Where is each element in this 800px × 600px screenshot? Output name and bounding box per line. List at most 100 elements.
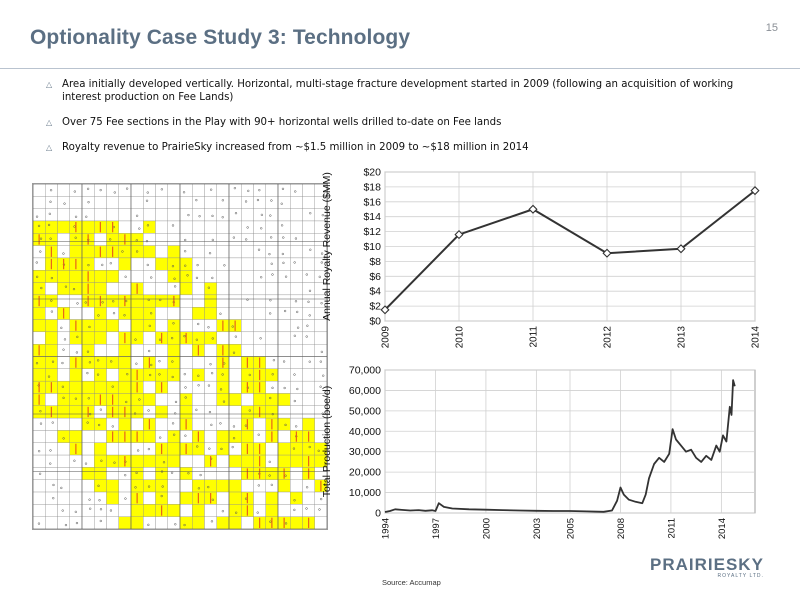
well-symbol (256, 511, 259, 514)
land-section (69, 331, 83, 345)
y-tick-label: $4 (369, 286, 381, 298)
land-section (277, 307, 291, 320)
land-section (57, 270, 70, 283)
land-section (130, 196, 144, 209)
land-section (290, 467, 303, 480)
well-symbol (60, 326, 63, 329)
land-section (253, 393, 266, 406)
well-symbol (61, 385, 65, 388)
land-section (241, 331, 254, 345)
land-section (228, 467, 242, 480)
well-symbol (86, 187, 90, 191)
land-section (69, 196, 83, 209)
x-tick-label: 2014 (717, 518, 728, 539)
well-symbol (173, 285, 177, 288)
land-section (241, 516, 254, 530)
land-section (192, 380, 205, 394)
well-symbol (86, 371, 89, 375)
land-section (94, 516, 107, 530)
land-section (130, 183, 144, 197)
land-section (57, 368, 70, 382)
well-symbol (39, 250, 42, 253)
land-section (81, 331, 95, 345)
land-section (118, 344, 132, 357)
land-section (143, 467, 156, 480)
land-section (69, 467, 83, 480)
well-symbol (322, 374, 325, 377)
land-section (94, 319, 107, 333)
well-symbol (184, 396, 187, 399)
well-symbol (87, 263, 90, 267)
land-section (45, 183, 58, 197)
land-section (290, 208, 303, 222)
well-symbol (109, 509, 113, 512)
land-section (45, 430, 58, 443)
land-section (45, 504, 58, 517)
land-section (143, 270, 156, 283)
land-section (302, 307, 315, 320)
land-section (57, 417, 70, 431)
land-section (302, 220, 315, 234)
well-symbol (135, 471, 138, 475)
well-symbol (197, 487, 201, 490)
land-section (265, 319, 279, 333)
well-symbol (170, 336, 174, 340)
land-section (241, 479, 254, 493)
land-section (130, 417, 144, 431)
land-section (290, 294, 303, 308)
land-section (167, 356, 181, 369)
land-section (118, 307, 132, 320)
land-section (216, 417, 230, 431)
well-symbol (248, 409, 251, 412)
land-section (69, 368, 83, 382)
y-tick-label: 40,000 (349, 426, 381, 438)
land-section (228, 245, 242, 259)
land-section (118, 516, 132, 530)
page-number: 15 (765, 22, 778, 34)
land-section (106, 467, 119, 480)
land-section (130, 307, 144, 320)
land-section (204, 294, 217, 308)
well-symbol (308, 289, 312, 292)
land-section (32, 270, 46, 283)
well-symbol (174, 523, 177, 526)
land-section (81, 356, 95, 369)
well-symbol (62, 348, 65, 351)
land-section (155, 294, 168, 308)
land-section (69, 491, 83, 505)
land-section (302, 282, 315, 296)
well-symbol (196, 263, 199, 267)
land-section (57, 491, 70, 505)
well-symbol (319, 360, 322, 363)
y-tick-label: $0 (369, 316, 381, 328)
land-section (155, 405, 168, 419)
land-section (179, 356, 193, 369)
land-section (130, 454, 144, 468)
well-symbol (85, 215, 88, 218)
well-symbol (99, 519, 102, 523)
land-section (155, 220, 168, 234)
well-symbol (257, 484, 260, 487)
land-section (143, 257, 156, 271)
land-section (290, 220, 303, 234)
well-symbol (197, 322, 200, 326)
well-symbol (51, 421, 54, 424)
land-section (265, 442, 279, 456)
land-section (167, 393, 181, 406)
land-section (106, 516, 119, 530)
data-point (528, 204, 538, 214)
well-symbol (39, 422, 43, 425)
land-section (290, 417, 303, 431)
land-section (45, 282, 58, 296)
land-section (143, 491, 156, 505)
land-section (179, 220, 193, 234)
land-section (228, 393, 242, 406)
well-symbol (272, 359, 276, 362)
well-symbol (284, 522, 288, 525)
land-section (143, 307, 156, 320)
well-symbol (305, 507, 308, 510)
well-symbol (150, 276, 153, 279)
land-section (192, 245, 205, 259)
well-symbol (245, 238, 248, 241)
well-symbol (125, 400, 128, 404)
